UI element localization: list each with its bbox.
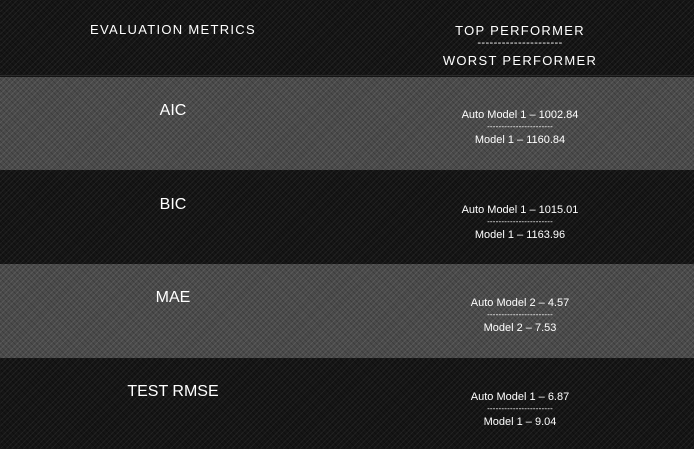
top-performer-value: Auto Model 1 – 6.87 xyxy=(470,391,570,403)
metrics-column-header: EVALUATION METRICS xyxy=(90,22,256,37)
top-performer-header: TOP PERFORMER xyxy=(455,23,585,38)
worst-performer-value: Model 1 – 1163.96 xyxy=(474,229,566,241)
top-performer-value: Auto Model 2 – 4.57 xyxy=(470,297,570,309)
top-performer-value: Auto Model 1 – 1015.01 xyxy=(461,204,579,216)
performer-column-header: TOP PERFORMER --------------------- WORS… xyxy=(346,22,694,69)
table-row-test-rmse: TEST RMSE Auto Model 1 – 6.87 ----------… xyxy=(0,358,694,449)
table-row-aic: AIC Auto Model 1 – 1002.84 -------------… xyxy=(0,77,694,170)
header-separator: --------------------- xyxy=(477,37,563,49)
metric-label: BIC xyxy=(159,196,187,213)
row-separator: ----------------------- xyxy=(487,404,553,413)
table-row-bic: BIC Auto Model 1 – 1015.01 -------------… xyxy=(0,170,694,264)
metric-label: AIC xyxy=(159,102,187,119)
worst-performer-value: Model 2 – 7.53 xyxy=(483,322,557,334)
worst-performer-header: WORST PERFORMER xyxy=(442,53,598,68)
worst-performer-value: Model 1 – 9.04 xyxy=(483,416,557,428)
worst-performer-value: Model 1 – 1160.84 xyxy=(474,134,566,146)
performer-cell: Auto Model 1 – 6.87 --------------------… xyxy=(346,391,694,429)
performer-cell: Auto Model 1 – 1015.01 -----------------… xyxy=(346,204,694,242)
table-header-row: EVALUATION METRICS TOP PERFORMER -------… xyxy=(0,0,694,76)
row-separator: ----------------------- xyxy=(487,217,553,226)
row-separator: ----------------------- xyxy=(487,122,553,131)
table-row-mae: MAE Auto Model 2 – 4.57 ----------------… xyxy=(0,264,694,358)
top-performer-value: Auto Model 1 – 1002.84 xyxy=(461,109,579,121)
row-separator: ----------------------- xyxy=(487,310,553,319)
performer-cell: Auto Model 2 – 4.57 --------------------… xyxy=(346,297,694,335)
metric-label: MAE xyxy=(155,289,191,306)
performer-cell: Auto Model 1 – 1002.84 -----------------… xyxy=(346,109,694,147)
metric-label: TEST RMSE xyxy=(127,383,219,400)
